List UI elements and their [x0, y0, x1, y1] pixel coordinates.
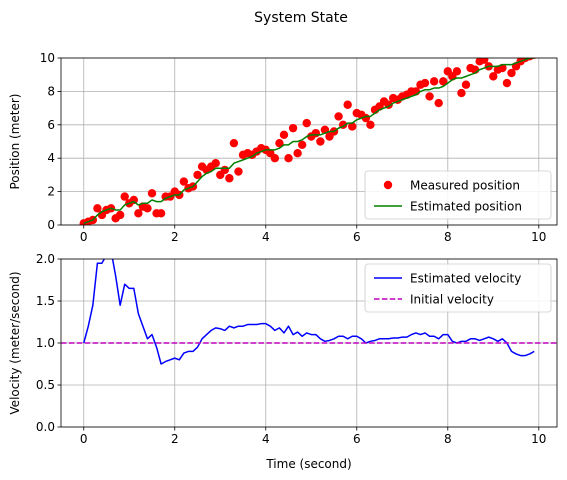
measured-position-point — [302, 118, 311, 128]
estimated-position-line — [83, 58, 535, 225]
y-tick-label: 1.0 — [36, 336, 55, 350]
measured-position-point — [334, 112, 343, 121]
legend-box — [364, 170, 552, 220]
measured-position-point — [229, 138, 239, 148]
y-axis-label: Velocity (meter/second) — [8, 271, 22, 414]
measured-position-point — [193, 170, 202, 180]
measured-position-point — [366, 120, 375, 129]
x-tick-label: 4 — [262, 432, 270, 446]
measured-position-point — [179, 177, 189, 186]
legend: Measured position Estimated position — [364, 170, 552, 220]
legend-label: Measured position — [410, 179, 520, 193]
measured-position-point — [143, 204, 152, 213]
measured-position-point — [220, 165, 230, 175]
y-axis-label: Position (meter) — [8, 94, 22, 190]
figure-title: System State — [254, 10, 348, 26]
measured-position-point — [461, 80, 471, 89]
measured-position-point — [297, 140, 307, 150]
measured-position-point — [343, 100, 352, 109]
measured-position-point — [284, 154, 293, 163]
y-tick-label: 0.0 — [36, 420, 55, 434]
measured-position-point — [439, 77, 448, 86]
x-tick-label: 10 — [531, 432, 546, 446]
y-tick-label: 10 — [40, 51, 55, 65]
x-tick-label: 6 — [353, 432, 361, 446]
x-tick-label: 2 — [171, 230, 179, 244]
legend-label: Estimated position — [410, 200, 522, 214]
measured-position-point — [234, 167, 243, 176]
measured-position-point — [225, 174, 234, 183]
x-tick-label: 10 — [531, 230, 546, 244]
legend-box — [364, 263, 552, 313]
legend-label: Initial velocity — [410, 293, 494, 307]
measured-position-point — [457, 88, 466, 98]
measured-position-point — [279, 130, 289, 140]
y-tick-label: 4 — [47, 151, 55, 165]
plot-area — [61, 259, 557, 365]
measured-position-point — [452, 67, 462, 76]
measured-position-point — [429, 77, 439, 86]
x-tick-label: 8 — [444, 230, 452, 244]
measured-position-point — [316, 137, 325, 146]
y-tick-label: 2 — [47, 185, 55, 199]
y-tick-label: 1.5 — [36, 294, 55, 308]
y-tick-label: 2.0 — [36, 252, 55, 266]
measured-position-point — [270, 154, 280, 163]
y-tick-label: 0 — [47, 218, 55, 232]
measured-position-point — [425, 92, 434, 101]
measured-position-point — [489, 72, 498, 81]
measured-position-point — [479, 58, 489, 64]
velocity-chart: 0 2 4 6 8 10 0.0 0.5 1.0 1.5 2.0 Velocity (meter/se… — [8, 252, 558, 471]
measured-position-point — [507, 68, 516, 78]
estimated-velocity-line — [83, 259, 535, 365]
legend-marker — [383, 180, 393, 190]
x-axis-label: Time (second) — [265, 457, 351, 471]
measured-position-point — [156, 209, 166, 218]
legend-label: Estimated velocity — [410, 272, 521, 286]
x-tick-label: 0 — [80, 432, 88, 446]
measured-position-point — [120, 192, 129, 201]
measured-position-point — [502, 78, 512, 88]
y-tick-label: 0.5 — [36, 378, 55, 392]
measured-position-point — [147, 189, 157, 198]
x-tick-label: 6 — [353, 230, 361, 244]
measured-position-point — [311, 128, 321, 138]
measured-position-point — [93, 204, 102, 213]
measured-position-point — [348, 122, 357, 131]
x-tick-label: 0 — [80, 230, 88, 244]
x-tick-label: 8 — [444, 432, 452, 446]
measured-position-point — [434, 98, 443, 108]
measured-position-point — [288, 123, 298, 133]
axes-frame — [60, 57, 558, 226]
measured-position-point — [134, 209, 143, 218]
measured-position-point — [275, 138, 284, 148]
y-tick-label: 8 — [47, 84, 55, 98]
measured-position-point — [211, 159, 220, 168]
y-tick-label: 6 — [47, 118, 55, 132]
position-chart: 0 2 4 6 8 10 0 2 4 6 8 10 Position (meter) Measured p… — [8, 51, 558, 244]
measured-position-point — [115, 210, 125, 220]
measured-position-point — [420, 78, 430, 88]
legend: Estimated velocity Initial velocity — [364, 263, 552, 313]
x-tick-label: 4 — [262, 230, 270, 244]
measured-position-point — [293, 148, 302, 158]
x-tick-label: 2 — [171, 432, 179, 446]
